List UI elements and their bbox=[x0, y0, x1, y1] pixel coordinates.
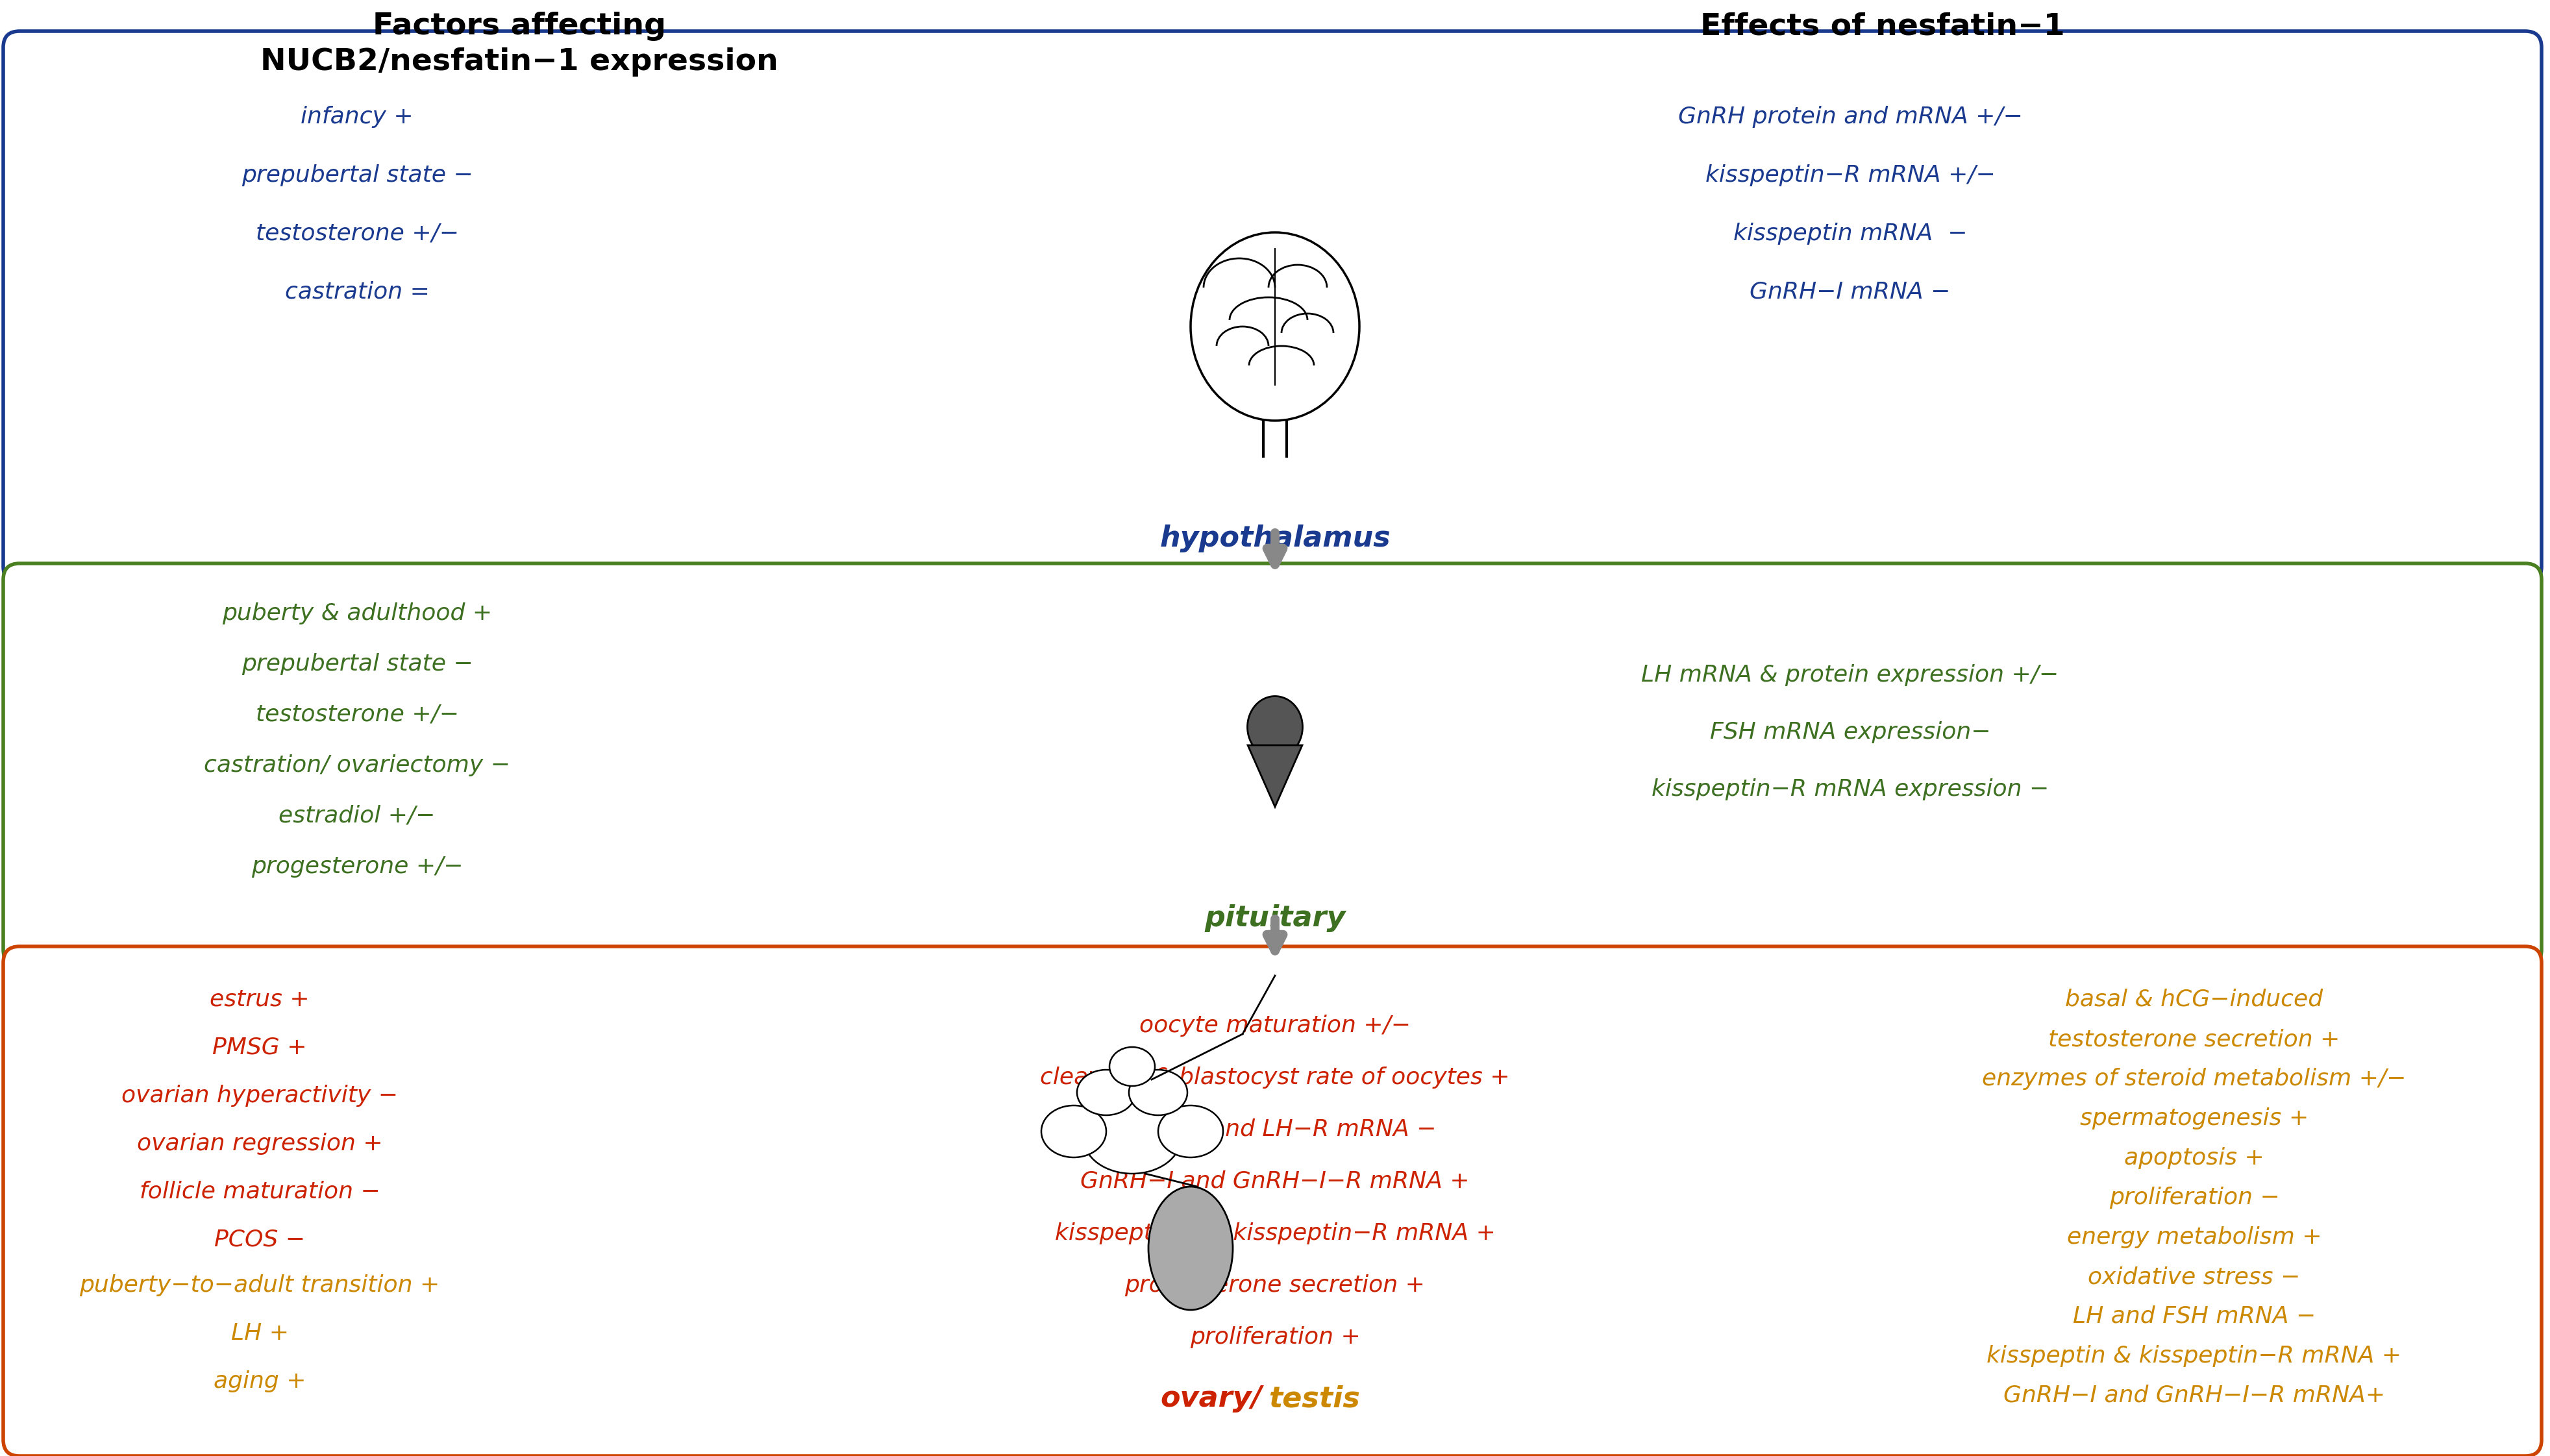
Text: energy metabolism +: energy metabolism + bbox=[2068, 1226, 2320, 1248]
Text: prepubertal state −: prepubertal state − bbox=[242, 654, 472, 676]
Text: oxidative stress −: oxidative stress − bbox=[2088, 1265, 2300, 1289]
Text: testosterone +/−: testosterone +/− bbox=[255, 223, 459, 245]
Text: testis: testis bbox=[1267, 1385, 1359, 1412]
Text: GnRH−I mRNA −: GnRH−I mRNA − bbox=[1749, 281, 1951, 303]
Text: PMSG +: PMSG + bbox=[212, 1037, 306, 1059]
Text: kisspeptin & kisspeptin−R mRNA +: kisspeptin & kisspeptin−R mRNA + bbox=[1986, 1345, 2402, 1367]
Text: castration/ ovariectomy −: castration/ ovariectomy − bbox=[204, 754, 510, 776]
Text: basal & hCG−induced: basal & hCG−induced bbox=[2066, 989, 2323, 1010]
Text: follicle maturation −: follicle maturation − bbox=[140, 1181, 380, 1203]
Text: estrus +: estrus + bbox=[209, 989, 309, 1010]
Text: Effects of nesfatin−1: Effects of nesfatin−1 bbox=[1701, 12, 2066, 41]
Text: Factors affecting
NUCB2/nesfatin−1 expression: Factors affecting NUCB2/nesfatin−1 expre… bbox=[260, 12, 778, 77]
Text: GnRH−I and GnRH−I−R mRNA+: GnRH−I and GnRH−I−R mRNA+ bbox=[2004, 1385, 2384, 1406]
Text: apoptosis +: apoptosis + bbox=[2124, 1147, 2264, 1169]
Text: GnRH−I and GnRH−I−R mRNA +: GnRH−I and GnRH−I−R mRNA + bbox=[1081, 1171, 1469, 1192]
Text: cleavage & blastocyst rate of oocytes +: cleavage & blastocyst rate of oocytes + bbox=[1040, 1067, 1510, 1089]
Text: aging +: aging + bbox=[214, 1370, 306, 1392]
Text: FSH mRNA expression−: FSH mRNA expression− bbox=[1711, 721, 1992, 743]
Text: progesterone +/−: progesterone +/− bbox=[250, 856, 464, 878]
Ellipse shape bbox=[1076, 1070, 1135, 1115]
PathPatch shape bbox=[1247, 745, 1303, 807]
Ellipse shape bbox=[1191, 233, 1359, 421]
Text: testosterone secretion +: testosterone secretion + bbox=[2048, 1028, 2341, 1050]
Ellipse shape bbox=[1084, 1102, 1181, 1174]
FancyBboxPatch shape bbox=[3, 31, 2542, 582]
Text: prepubertal state −: prepubertal state − bbox=[242, 165, 472, 186]
Ellipse shape bbox=[1247, 696, 1303, 759]
Text: puberty−to−adult transition +: puberty−to−adult transition + bbox=[79, 1274, 441, 1296]
Text: estradiol +/−: estradiol +/− bbox=[278, 805, 436, 827]
Text: PCOS −: PCOS − bbox=[214, 1229, 306, 1251]
Ellipse shape bbox=[1158, 1105, 1224, 1158]
Text: LH mRNA & protein expression +/−: LH mRNA & protein expression +/− bbox=[1642, 664, 2058, 686]
Text: FSH−R  and LH−R mRNA −: FSH−R and LH−R mRNA − bbox=[1114, 1118, 1436, 1140]
Text: puberty & adulthood +: puberty & adulthood + bbox=[222, 603, 492, 625]
Ellipse shape bbox=[1148, 1187, 1232, 1310]
Text: GnRH protein and mRNA +/−: GnRH protein and mRNA +/− bbox=[1678, 106, 2022, 128]
Text: oocyte maturation +/−: oocyte maturation +/− bbox=[1140, 1015, 1410, 1037]
Ellipse shape bbox=[1109, 1047, 1155, 1086]
Text: ovarian regression +: ovarian regression + bbox=[138, 1133, 383, 1155]
Text: proliferation +: proliferation + bbox=[1191, 1326, 1359, 1348]
Text: progesterone secretion +: progesterone secretion + bbox=[1125, 1274, 1425, 1296]
Ellipse shape bbox=[1130, 1070, 1188, 1115]
Text: pituitary: pituitary bbox=[1204, 904, 1346, 932]
Text: LH and FSH mRNA −: LH and FSH mRNA − bbox=[2073, 1306, 2315, 1328]
Text: hypothalamus: hypothalamus bbox=[1160, 524, 1390, 552]
Text: enzymes of steroid metabolism +/−: enzymes of steroid metabolism +/− bbox=[1981, 1067, 2407, 1091]
Text: kisspeptin mRNA  −: kisspeptin mRNA − bbox=[1734, 223, 1966, 245]
Text: kisspeptin and kisspeptin−R mRNA +: kisspeptin and kisspeptin−R mRNA + bbox=[1056, 1223, 1494, 1245]
Text: kisspeptin−R mRNA expression −: kisspeptin−R mRNA expression − bbox=[1652, 779, 2048, 801]
Text: spermatogenesis +: spermatogenesis + bbox=[2081, 1108, 2308, 1130]
Text: ovarian hyperactivity −: ovarian hyperactivity − bbox=[122, 1085, 398, 1107]
Ellipse shape bbox=[1040, 1105, 1107, 1158]
Text: testosterone +/−: testosterone +/− bbox=[255, 703, 459, 725]
Text: ovary/: ovary/ bbox=[1160, 1385, 1262, 1412]
Text: LH +: LH + bbox=[232, 1322, 288, 1344]
FancyBboxPatch shape bbox=[3, 563, 2542, 965]
Text: kisspeptin−R mRNA +/−: kisspeptin−R mRNA +/− bbox=[1706, 165, 1994, 186]
Text: infancy +: infancy + bbox=[301, 106, 413, 128]
Text: castration =: castration = bbox=[286, 281, 428, 303]
Text: proliferation −: proliferation − bbox=[2109, 1187, 2280, 1208]
FancyBboxPatch shape bbox=[3, 946, 2542, 1456]
